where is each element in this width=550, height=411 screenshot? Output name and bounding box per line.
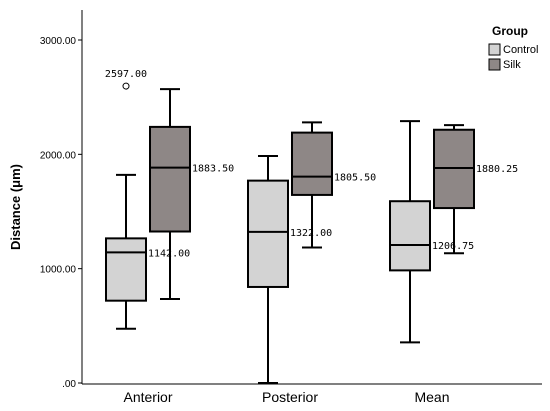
box-control-anterior: 1142.002597.00 [105, 69, 192, 330]
x-tick-label: Posterior [262, 389, 318, 405]
box-iqr [149, 125, 191, 233]
box-silk-anterior: 1883.50 [149, 88, 236, 300]
legend-title: Group [492, 24, 528, 38]
box-silk-posterior: 1805.50 [291, 121, 378, 249]
box-silk-mean: 1880.25 [433, 124, 520, 255]
box-iqr [105, 237, 147, 302]
legend: Group Control Silk [488, 24, 538, 71]
x-tick-label: Mean [414, 389, 449, 405]
median-label-bg [475, 162, 520, 176]
box-iqr [291, 131, 333, 196]
box-iqr [389, 200, 431, 272]
boxes: 1142.002597.001322.001206.751883.501805.… [105, 69, 520, 384]
median-label: 1883.50 [192, 164, 234, 175]
y-tick-label: 1000.00 [40, 265, 77, 276]
median-label-bg [191, 161, 236, 175]
legend-swatch-silk [488, 58, 501, 71]
x-tick-labels: Anterior Posterior Mean [123, 389, 449, 405]
x-tick-label: Anterior [123, 389, 172, 405]
box-iqr [247, 179, 289, 288]
y-axis-title: Distance (μm) [8, 164, 23, 250]
y-tick-label: 3000.00 [40, 36, 77, 47]
median-label-bg [333, 170, 378, 184]
y-tick-label: 2000.00 [40, 150, 77, 161]
outlier-label: 2597.00 [105, 69, 147, 80]
y-tick-label: .00 [62, 379, 76, 390]
legend-label-control: Control [503, 44, 538, 56]
median-label: 1880.25 [476, 164, 518, 175]
x-axis: Anterior Posterior Mean [82, 383, 542, 405]
legend-swatch-control [488, 43, 501, 56]
outlier-point [122, 82, 130, 90]
y-ticks: .00 1000.00 2000.00 3000.00 [40, 36, 82, 390]
legend-label-silk: Silk [503, 59, 521, 71]
y-axis: .00 1000.00 2000.00 3000.00 [40, 10, 83, 390]
median-label: 1805.50 [334, 173, 376, 184]
